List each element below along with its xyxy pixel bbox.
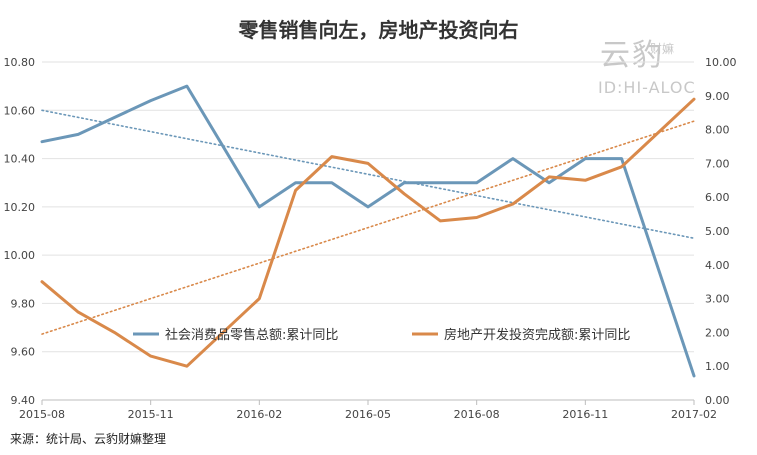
x-tick-label: 2017-02 [671, 408, 717, 421]
legend-label: 房地产开发投资完成额:累计同比 [444, 327, 630, 343]
watermark-brand: 云豹 [600, 38, 664, 73]
source-note: 来源：统计局、云豹财嫲整理 [10, 432, 167, 446]
y-left-tick-label: 9.60 [11, 346, 36, 359]
chart-title: 零售销售向左，房地产投资向右 [238, 18, 519, 42]
y-right-tick-label: 4.00 [705, 259, 730, 272]
y-left-tick-label: 10.40 [4, 153, 36, 166]
x-tick-label: 2016-11 [562, 408, 608, 421]
watermark-sub: 财嫲 [650, 42, 675, 56]
y-left-tick-label: 10.80 [4, 56, 36, 69]
y-right-tick-label: 2.00 [705, 326, 730, 339]
y-left-tick-label: 10.60 [4, 104, 36, 117]
y-right-tick-label: 3.00 [705, 293, 730, 306]
y-left-tick-label: 10.00 [4, 249, 36, 262]
series-line [40, 97, 696, 368]
y-right-tick-label: 9.00 [705, 90, 730, 103]
x-tick-label: 2016-02 [236, 408, 282, 421]
y-right-tick-label: 5.00 [705, 225, 730, 238]
x-tick-label: 2015-11 [128, 408, 174, 421]
y-left-tick-label: 9.40 [11, 394, 36, 407]
y-right-tick-label: 7.00 [705, 157, 730, 170]
y-left-tick-label: 10.20 [4, 201, 36, 214]
x-tick-label: 2016-05 [345, 408, 391, 421]
y-right-tick-label: 8.00 [705, 124, 730, 137]
trendline [41, 109, 695, 240]
watermark-id: ID:HI-ALOC [598, 78, 696, 97]
y-right-tick-label: 1.00 [705, 360, 730, 373]
x-tick-label: 2015-08 [19, 408, 65, 421]
y-left-tick-label: 9.80 [11, 297, 36, 310]
y-right-tick-label: 10.00 [705, 56, 737, 69]
trendline [41, 120, 695, 335]
x-tick-label: 2016-08 [454, 408, 500, 421]
series-line [40, 84, 696, 378]
legend-label: 社会消费品零售总额:累计同比 [165, 327, 338, 343]
y-right-tick-label: 6.00 [705, 191, 730, 204]
y-right-tick-label: 0.00 [705, 394, 730, 407]
